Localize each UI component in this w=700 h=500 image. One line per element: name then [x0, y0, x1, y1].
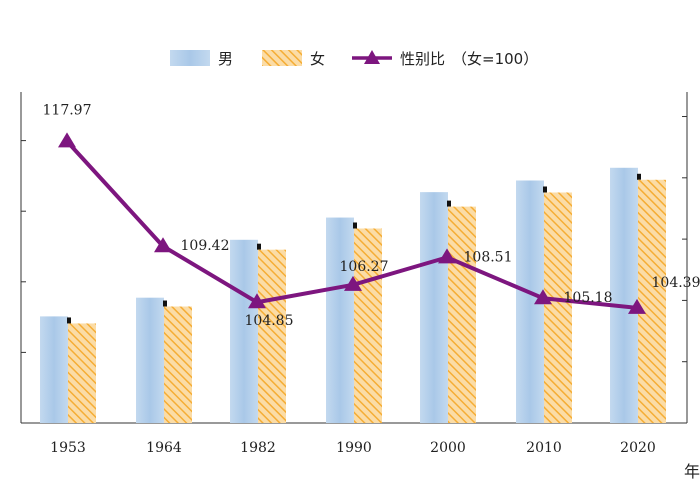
bar-shadow-mark	[543, 186, 547, 193]
right-axis-ticks	[682, 116, 687, 363]
left-axis-ticks	[21, 140, 26, 353]
sex-ratio-marker	[58, 132, 76, 148]
male-bar	[230, 239, 258, 423]
legend-female-label: 女	[310, 50, 325, 68]
legend-male-label: 男	[218, 50, 233, 68]
x-tick-label: 2020	[620, 440, 656, 456]
male-bar	[420, 192, 448, 423]
legend-ratio-label: 性别比	[400, 50, 445, 68]
female-bar	[258, 249, 286, 423]
female-bar	[448, 206, 476, 423]
sex-ratio-marker	[344, 275, 362, 291]
sex-ratio-marker	[154, 237, 172, 253]
bar-shadow-mark	[163, 300, 167, 307]
male-bar	[136, 297, 164, 423]
sex-ratio-data-label: 117.97	[43, 102, 92, 118]
bar-shadow-mark	[637, 173, 641, 180]
bar-shadow-mark	[353, 222, 357, 229]
legend-ratio-marker	[364, 50, 380, 64]
x-tick-label: 2000	[430, 440, 466, 456]
x-tick-label: 1964	[146, 440, 182, 456]
sex-ratio-data-label: 108.51	[464, 249, 513, 265]
sex-ratio-marker	[628, 298, 646, 314]
x-axis-labels: 1953 1964 1982 1990 2000 2010 2020	[50, 440, 656, 456]
legend-ratio-note: （女=100）	[452, 50, 538, 68]
female-bar	[544, 192, 572, 423]
sex-ratio-data-label: 106.27	[340, 259, 389, 275]
bar-shadow-mark	[447, 200, 451, 207]
female-bar	[638, 179, 666, 423]
x-tick-label: 2010	[526, 440, 562, 456]
legend-female-swatch	[262, 50, 302, 66]
male-bar	[610, 167, 638, 423]
female-bar	[164, 306, 192, 423]
bar-shadow-mark	[257, 243, 261, 250]
legend-male-swatch	[170, 50, 210, 66]
sex-ratio-marker	[248, 293, 266, 309]
x-axis-unit: 年	[684, 462, 700, 481]
bar-shadow-mark	[67, 317, 71, 324]
legend: 男 女 性别比 （女=100）	[170, 50, 538, 68]
sex-ratio-marker	[438, 248, 456, 264]
sex-ratio-series	[58, 132, 646, 314]
x-tick-label: 1990	[336, 440, 372, 456]
x-tick-label: 1953	[50, 440, 86, 456]
bars	[40, 167, 666, 423]
sex-ratio-data-label: 105.18	[564, 290, 613, 306]
male-bar	[40, 316, 68, 423]
sex-ratio-marker	[534, 289, 552, 305]
female-bar	[354, 228, 382, 423]
sex-ratio-data-label: 104.85	[245, 313, 294, 329]
male-bar	[326, 217, 354, 423]
female-bar	[68, 323, 96, 423]
sex-ratio-data-label: 109.42	[181, 238, 230, 254]
sex-ratio-data-label: 104.39	[652, 275, 700, 291]
x-tick-label: 1982	[240, 440, 276, 456]
sex-ratio-labels: 117.97 109.42 104.85 106.27 108.51 105.18 104.…	[43, 102, 700, 329]
